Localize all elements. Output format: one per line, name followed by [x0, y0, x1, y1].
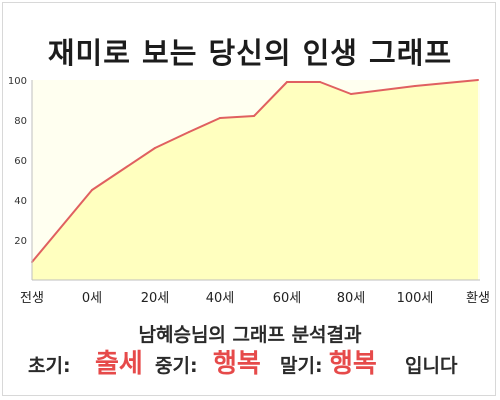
late-label: 말기: — [280, 355, 323, 377]
x-tick-label: 60세 — [273, 291, 302, 306]
life-line-segment — [91, 147, 156, 191]
y-tick-label: 100 — [8, 76, 27, 87]
early-label: 초기: — [28, 355, 71, 377]
y-tick-label: 80 — [14, 116, 27, 127]
life-line-segment — [188, 117, 221, 133]
x-tick-label: 40세 — [206, 291, 235, 306]
y-tick-label: 40 — [14, 196, 27, 207]
life-line-segment — [253, 81, 288, 117]
x-tick-label: 환생 — [466, 291, 490, 306]
ending-text: 입니다 — [405, 355, 458, 377]
x-tick-label: 0세 — [82, 291, 102, 306]
life-line-segment — [31, 189, 93, 263]
x-tick-label: 80세 — [337, 291, 366, 306]
y-tick-label: 60 — [14, 156, 27, 167]
analysis-subtitle: 남혜승님의 그래프 분석결과 — [138, 324, 362, 346]
life-line-segment — [154, 131, 190, 149]
y-tick-label: 20 — [14, 236, 27, 247]
middle-value: 행복 — [213, 349, 261, 379]
x-tick-label: 20세 — [141, 291, 170, 306]
x-tick-label: 전생 — [20, 291, 44, 306]
life-line-segment — [350, 85, 416, 95]
life-line-segment — [319, 81, 352, 95]
area-fill — [32, 80, 478, 280]
middle-label: 중기: — [155, 355, 198, 377]
analysis-result: 초기: 출세 중기: 행복 말기: 행복 입니다 — [0, 349, 500, 384]
x-tick-label: 100세 — [397, 291, 434, 306]
early-value: 출세 — [95, 349, 143, 379]
image-frame — [2, 2, 496, 396]
life-line-segment — [414, 79, 479, 87]
life-line-segment — [219, 115, 255, 119]
late-value: 행복 — [329, 349, 377, 379]
chart-title: 재미로 보는 당신의 인생 그래프 — [47, 36, 453, 70]
